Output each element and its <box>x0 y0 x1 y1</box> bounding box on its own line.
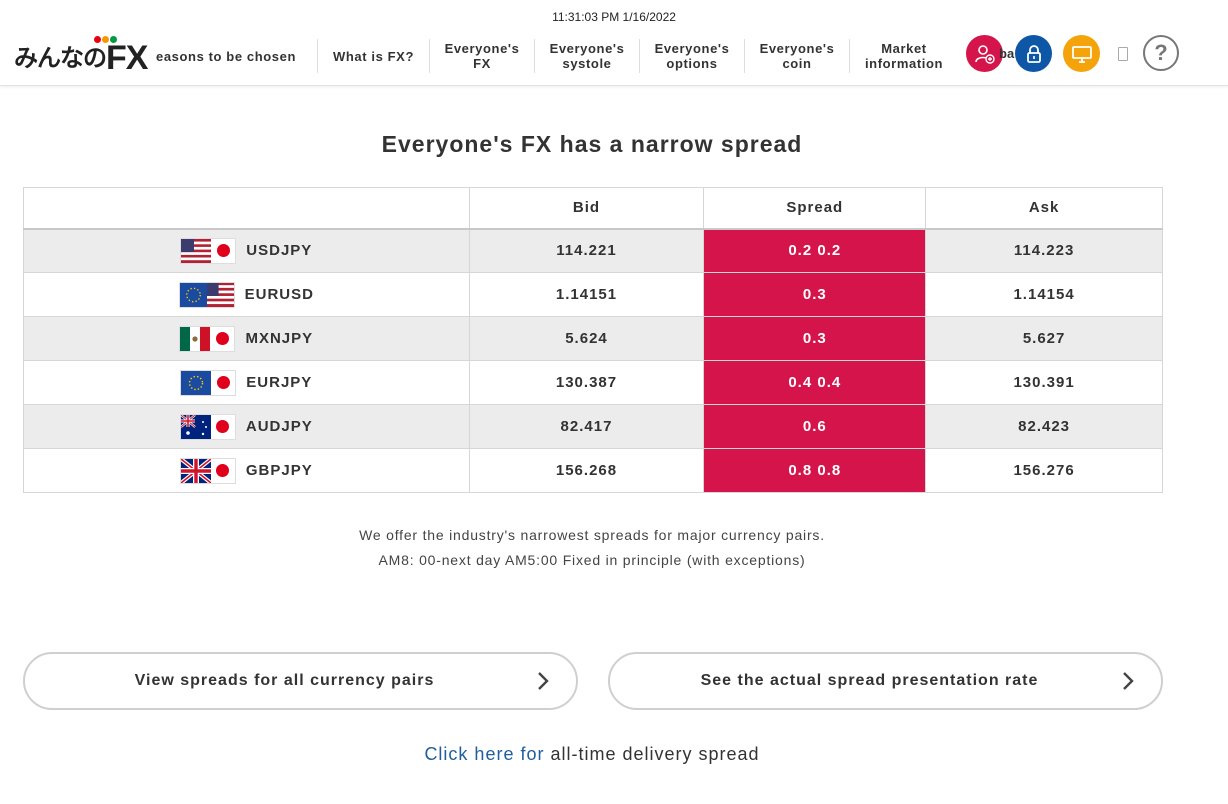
mxn-jpy-flag-icon <box>179 325 236 352</box>
view-all-spreads-label: View spreads for all currency pairs <box>134 672 435 689</box>
bid-cell: 1.14151 <box>468 272 705 317</box>
bid-cell: 114.221 <box>468 228 705 273</box>
ask-cell: 114.223 <box>925 228 1163 273</box>
table-row: EURUSD 1.14151 0.3 1.14154 <box>23 272 1163 317</box>
login-button[interactable] <box>1015 35 1052 72</box>
spread-cell: 0.8 0.8 <box>703 448 927 493</box>
nav-market-information[interactable]: Market information <box>864 41 944 71</box>
pair-cell: USDJPY <box>23 228 470 273</box>
spread-cell: 0.2 0.2 <box>703 228 927 273</box>
spread-cell: 0.4 0.4 <box>703 360 927 405</box>
bid-cell: 156.268 <box>468 448 705 493</box>
table-row: AUDJPY 82.417 0.6 82.423 <box>23 404 1163 449</box>
pair-name: MXNJPY <box>245 330 314 347</box>
nav-everyones-options[interactable]: Everyone's options <box>640 39 745 73</box>
spread-cell: 0.3 <box>703 316 927 361</box>
nav-everyones-fx[interactable]: Everyone's FX <box>430 39 535 73</box>
main-nav: easons to be chosen What is FX? Everyone… <box>148 36 958 76</box>
pair-cell: EURUSD <box>23 272 470 317</box>
all-time-spread-line: Click here for all-time delivery spread <box>0 744 1184 765</box>
bid-cell: 82.417 <box>468 404 705 449</box>
site-header: 11:31:03 PM 1/16/2022 みんなの FX easons to … <box>0 0 1228 86</box>
bid-cell: 130.387 <box>468 360 705 405</box>
table-row: MXNJPY 5.624 0.3 5.627 <box>23 316 1163 361</box>
clock: 11:31:03 PM 1/16/2022 <box>552 10 676 24</box>
pair-name: GBPJPY <box>245 462 313 479</box>
note-line-2: AM8: 00-next day AM5:00 Fixed in princip… <box>378 552 806 568</box>
spread-table: Bid Spread Ask <box>23 187 1163 493</box>
click-here-link[interactable]: Click here for <box>424 744 545 764</box>
header-ask: Ask <box>925 187 1163 230</box>
spread-cell: 0.3 <box>703 272 927 317</box>
pair-cell: MXNJPY <box>23 316 470 361</box>
user-add-icon <box>974 44 995 64</box>
nav-everyones-systole[interactable]: Everyone's systole <box>535 39 640 73</box>
logo-fx: FX <box>106 39 148 77</box>
nav-what-is-fx[interactable]: What is FX? <box>318 39 430 73</box>
ask-cell: 130.391 <box>925 360 1163 405</box>
header-bid: Bid <box>468 187 705 230</box>
chevron-right-icon <box>538 672 549 690</box>
header-pair <box>23 187 470 230</box>
spread-cell: 0.6 <box>703 404 927 449</box>
pair-name: AUDJPY <box>245 418 313 435</box>
logo-dots <box>94 36 124 46</box>
ask-cell: 1.14154 <box>925 272 1163 317</box>
eur-jpy-flag-icon <box>180 369 237 396</box>
demo-trading-button[interactable] <box>1063 35 1100 72</box>
table-row: EURJPY 130.387 0.4 0.4 130.391 <box>23 360 1163 405</box>
gbp-jpy-flag-icon <box>179 457 236 484</box>
eur-usd-flag-icon <box>178 281 235 308</box>
nav-everyones-coin[interactable]: Everyone's coin <box>745 39 850 73</box>
ask-cell: 156.276 <box>925 448 1163 493</box>
lock-icon <box>1026 44 1041 63</box>
pair-name: EURUSD <box>244 286 314 303</box>
header-spread: Spread <box>703 187 927 230</box>
pair-cell: GBPJPY <box>23 448 470 493</box>
table-row: GBPJPY 156.268 0.8 0.8 156.276 <box>23 448 1163 493</box>
bid-cell: 5.624 <box>468 316 705 361</box>
logo[interactable]: みんなの FX <box>14 36 148 77</box>
pair-cell: AUDJPY <box>23 404 470 449</box>
ask-cell: 82.423 <box>925 404 1163 449</box>
all-time-spread-text: all-time delivery spread <box>544 744 760 764</box>
page-title: Everyone's FX has a narrow spread <box>381 131 803 157</box>
pair-name: USDJPY <box>246 242 313 260</box>
account-open-button[interactable] <box>966 35 1003 72</box>
actual-spread-rate-label: See the actual spread presentation rate <box>700 672 1039 689</box>
logo-jp: みんなの <box>14 44 107 72</box>
table-header-row: Bid Spread Ask <box>23 187 1163 230</box>
header-partial-text: ba <box>999 46 1015 61</box>
menu-placeholder-icon[interactable] <box>1118 47 1128 61</box>
chevron-right-icon <box>1123 672 1134 690</box>
table-row: USDJPY 114.221 0.2 0.2 114.223 <box>23 228 1163 273</box>
actual-spread-rate-button[interactable]: See the actual spread presentation rate <box>608 652 1163 710</box>
view-all-spreads-button[interactable]: View spreads for all currency pairs <box>23 652 578 710</box>
monitor-icon <box>1071 45 1092 63</box>
pair-cell: EURJPY <box>23 360 470 405</box>
note-line-1: We offer the industry's narrowest spread… <box>359 527 825 543</box>
nav-reasons[interactable]: easons to be chosen <box>148 39 318 73</box>
ask-cell: 5.627 <box>925 316 1163 361</box>
pair-name: EURJPY <box>246 374 313 391</box>
usd-jpy-flag-icon <box>180 237 237 264</box>
aud-jpy-flag-icon <box>179 413 236 440</box>
help-icon[interactable]: ? <box>1143 35 1179 71</box>
